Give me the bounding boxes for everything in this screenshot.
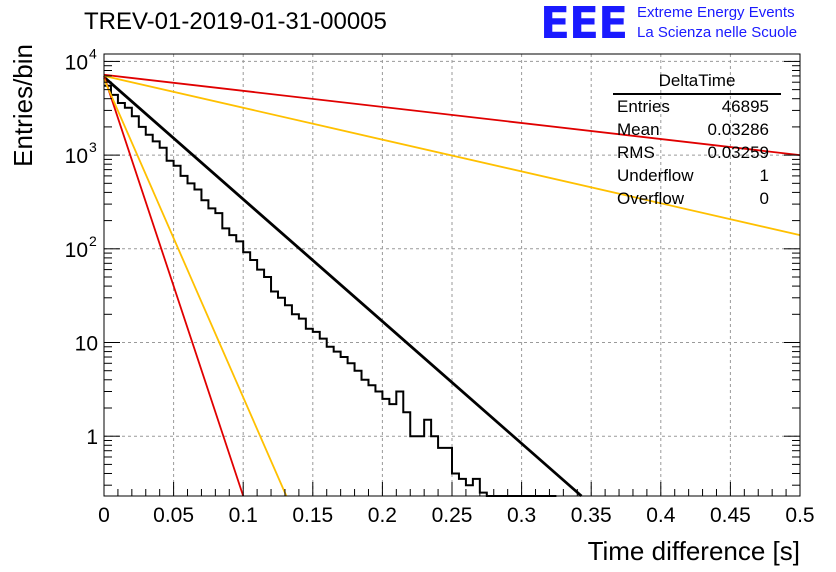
x-tick-label: 0.25: [432, 504, 473, 527]
stats-value: 46895: [721, 97, 769, 116]
stats-row: Mean 0.03286: [613, 118, 781, 141]
y-axis-label: Entries/bin: [8, 44, 38, 167]
x-tick-label: 0: [98, 504, 110, 527]
logo-line-1: Extreme Energy Events: [637, 4, 795, 21]
page-title: TREV-01-2019-01-31-00005: [84, 8, 387, 35]
logo-line-2: La Scienza nelle Scuole: [637, 24, 798, 41]
stats-row: RMS 0.03259: [613, 141, 781, 164]
x-tick-label: 0.1: [229, 504, 258, 527]
histogram: [104, 84, 557, 497]
stats-label: Mean: [617, 120, 660, 139]
stats-label: RMS: [617, 143, 655, 162]
histogram-step: [104, 84, 557, 497]
y-tick-label: 1: [86, 426, 98, 449]
stats-value: 1: [759, 166, 769, 185]
eee-logo: EEE: [540, 0, 628, 49]
y-tick-exponent: 2: [89, 233, 97, 249]
reference-line: [103, 73, 801, 157]
stats-label: Underflow: [617, 166, 694, 185]
y-tick-exponent: 4: [89, 45, 97, 61]
stats-label: Entries: [617, 97, 670, 116]
x-tick-label: 0.45: [710, 504, 751, 527]
x-tick-label: 0.5: [785, 504, 814, 527]
fit-lines: [103, 73, 801, 498]
tick-labels: 0 0.05 0.1 0.15 0.2 0.25 0.3 0.35 0.4 0.45 0.51101…: [65, 45, 815, 527]
reference-line: [103, 75, 245, 497]
fit-line: [103, 76, 583, 498]
y-tick-label: 10: [65, 51, 88, 74]
x-tick-label: 0.05: [153, 504, 194, 527]
y-tick-label: 10: [75, 333, 98, 356]
x-tick-label: 0.2: [368, 504, 397, 527]
x-tick-label: 0.35: [571, 504, 612, 527]
reference-line: [103, 78, 288, 497]
stats-row: Underflow 1: [613, 164, 781, 187]
x-tick-label: 0.4: [646, 504, 676, 527]
stats-box: DeltaTime Entries 46895 Mean 0.03286 RMS 0.…: [613, 70, 781, 210]
x-tick-label: 0.3: [507, 504, 536, 527]
stats-title: DeltaTime: [613, 70, 781, 95]
y-tick-exponent: 3: [89, 139, 97, 155]
stats-row: Entries 46895: [613, 95, 781, 118]
axis-ticks: [103, 60, 801, 496]
x-tick-label: 0.15: [292, 504, 333, 527]
y-tick-label: 10: [65, 145, 88, 168]
y-tick-label: 10: [65, 239, 88, 262]
reference-line: [103, 75, 801, 236]
stats-value: 0.03259: [707, 143, 769, 162]
stats-value: 0: [759, 189, 769, 208]
stats-value: 0.03286: [707, 120, 769, 139]
stats-row: Overflow 0: [613, 187, 781, 210]
stats-label: Overflow: [617, 189, 685, 208]
x-axis-label: Time difference [s]: [588, 536, 800, 566]
